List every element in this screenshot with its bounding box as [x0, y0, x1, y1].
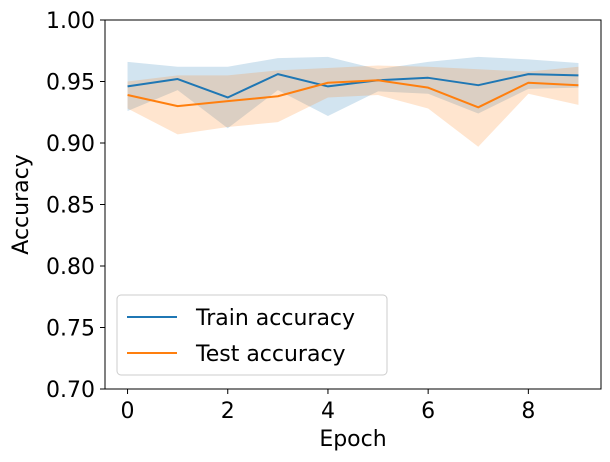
x-tick-label: 6: [421, 399, 435, 424]
x-tick-label: 2: [221, 399, 235, 424]
y-tick-label: 0.80: [46, 255, 95, 280]
legend-box: [116, 294, 388, 376]
y-axis-label: Accuracy: [9, 154, 34, 254]
x-tick-label: 0: [121, 399, 135, 424]
x-tick-label: 8: [521, 399, 535, 424]
y-tick-label: 0.90: [46, 132, 95, 157]
x-tick-label: 4: [321, 399, 335, 424]
legend-label-train: Train accuracy: [195, 306, 355, 331]
x-axis-label: Epoch: [319, 427, 386, 452]
y-tick-label: 0.70: [46, 378, 95, 403]
line-series-0: [127, 73, 579, 99]
y-tick-label: 0.95: [46, 71, 95, 96]
band-series-1: [127, 65, 579, 147]
legend-label-test: Test accuracy: [195, 342, 346, 367]
y-axis-ticks: 0.70 0.75 0.80 0.85 0.90 0.95 1.00: [46, 9, 105, 403]
legend: Train accuracy Test accuracy: [116, 294, 388, 376]
series-lines: [127, 73, 579, 109]
band-series-0: [127, 56, 579, 129]
y-tick-label: 1.00: [46, 9, 95, 34]
y-tick-label: 0.85: [46, 194, 95, 219]
confidence-bands: [127, 56, 579, 147]
y-tick-label: 0.75: [46, 317, 95, 342]
line-series-1: [127, 79, 579, 109]
x-axis-ticks: 0 2 4 6 8: [121, 389, 535, 424]
